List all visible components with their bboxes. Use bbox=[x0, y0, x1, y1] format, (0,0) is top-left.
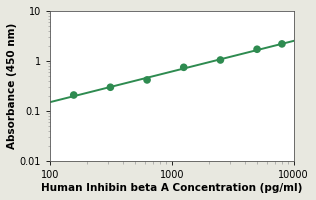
X-axis label: Human Inhibin beta A Concentration (pg/ml): Human Inhibin beta A Concentration (pg/m… bbox=[41, 183, 303, 193]
Point bbox=[71, 93, 76, 97]
Point bbox=[108, 86, 113, 89]
Point bbox=[255, 48, 260, 51]
Point bbox=[218, 58, 223, 62]
Point bbox=[279, 42, 284, 45]
Point bbox=[181, 66, 186, 69]
Y-axis label: Absorbance (450 nm): Absorbance (450 nm) bbox=[7, 23, 17, 149]
Point bbox=[144, 78, 149, 82]
